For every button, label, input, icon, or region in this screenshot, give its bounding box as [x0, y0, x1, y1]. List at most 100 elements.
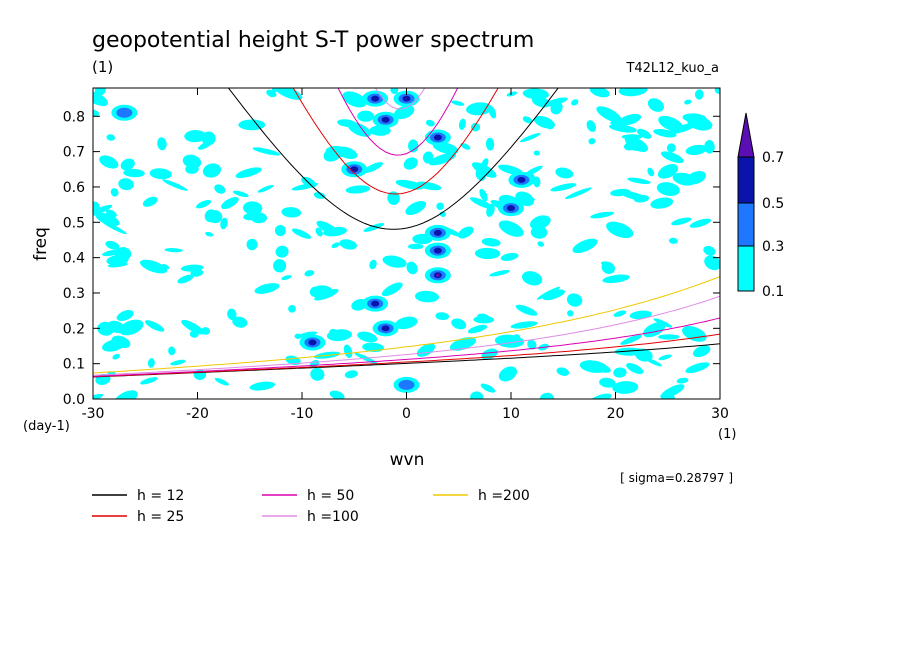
power-blob	[660, 151, 684, 164]
power-blob	[181, 319, 205, 335]
power-blob	[114, 247, 132, 261]
power-blob	[93, 204, 113, 217]
power-blob	[689, 218, 712, 228]
power-blob	[326, 329, 352, 342]
y-tick-label: 0.0	[63, 392, 85, 408]
power-blob	[235, 167, 262, 179]
dispersion-curve	[374, 88, 426, 110]
power-blob	[647, 98, 664, 112]
power-blob	[513, 334, 521, 339]
x-tick-label: -20	[186, 406, 209, 422]
power-blob	[498, 220, 524, 237]
power-blob	[481, 237, 501, 247]
power-blob	[550, 101, 563, 115]
power-blob	[610, 188, 631, 197]
power-blob	[451, 100, 465, 106]
power-blob	[533, 150, 540, 156]
power-blob	[162, 263, 170, 270]
power-peak-inner	[402, 95, 411, 102]
power-blob	[170, 359, 186, 366]
y-unit-label: (day-1)	[23, 419, 70, 434]
power-blob	[567, 310, 574, 317]
power-blob	[613, 367, 627, 378]
power-blob	[95, 212, 120, 227]
power-blob	[407, 243, 424, 250]
power-blob	[309, 286, 321, 298]
power-blob	[313, 192, 326, 199]
y-axis-label: freq	[31, 227, 51, 261]
power-blob	[249, 381, 276, 391]
power-blob	[207, 210, 223, 224]
power-blob	[149, 168, 172, 180]
power-blob	[254, 283, 280, 294]
power-blob	[435, 312, 450, 321]
power-blob	[345, 185, 371, 194]
y-tick-label: 0.4	[63, 251, 85, 267]
power-blob	[714, 88, 720, 95]
power-blob	[329, 390, 345, 399]
power-blob	[94, 88, 106, 96]
power-blob	[485, 137, 495, 151]
power-blob	[285, 355, 301, 366]
power-blob	[629, 310, 653, 320]
x-unit-label: (1)	[718, 427, 736, 442]
power-blob	[395, 316, 418, 330]
power-blob	[291, 228, 312, 239]
power-blob	[489, 269, 510, 277]
power-blob	[140, 377, 158, 385]
power-blob	[369, 259, 377, 270]
power-blob	[144, 320, 165, 332]
power-blob	[382, 255, 407, 268]
power-blob	[221, 197, 239, 210]
power-blob	[480, 383, 496, 393]
power-blob	[588, 138, 596, 145]
power-blob	[682, 325, 707, 342]
y-tick-label: 0.5	[63, 215, 85, 231]
dispersion-curve-lower	[93, 295, 720, 376]
power-blob	[93, 91, 108, 107]
power-blob	[142, 196, 158, 207]
dispersion-curve	[292, 88, 499, 195]
power-blob	[344, 370, 358, 379]
power-blob	[506, 91, 518, 97]
power-blob	[246, 238, 258, 251]
power-blob	[627, 177, 651, 185]
power-blob	[387, 191, 400, 206]
power-peak-mid	[116, 107, 133, 118]
power-blob	[425, 119, 435, 127]
power-blob	[105, 209, 117, 218]
power-blob	[550, 183, 577, 192]
power-blob	[533, 115, 555, 129]
power-blob	[116, 310, 134, 322]
power-blob	[542, 289, 565, 301]
power-blob	[630, 141, 642, 151]
power-peak-inner	[507, 205, 515, 212]
power-blob	[275, 245, 289, 258]
power-blob	[520, 133, 541, 143]
power-blob	[164, 248, 183, 253]
power-blob	[182, 154, 202, 169]
power-blob	[522, 116, 533, 124]
power-blob	[250, 212, 268, 224]
power-blob	[422, 151, 434, 164]
power-blob	[572, 238, 598, 254]
power-peak-inner	[381, 325, 390, 332]
power-blob	[214, 377, 229, 386]
curve-legend: h = 12 h = 25 h = 50 h =100 h =200	[92, 488, 530, 525]
power-blob	[685, 144, 708, 156]
power-blob	[120, 158, 135, 171]
power-blob	[529, 215, 551, 230]
power-blob	[470, 391, 484, 399]
power-blob	[451, 318, 467, 330]
power-blob	[599, 377, 616, 388]
dispersion-curve-lower	[93, 333, 720, 378]
power-blob	[486, 204, 495, 217]
colorbar: 0.1 0.3 0.5 0.7	[737, 112, 784, 300]
power-blob	[107, 320, 126, 334]
y-tick-label: 0.6	[63, 180, 85, 196]
power-blob	[197, 140, 213, 150]
power-blob	[357, 331, 378, 343]
power-blob	[288, 304, 296, 313]
power-blob	[449, 337, 476, 351]
power-blob	[281, 275, 292, 281]
